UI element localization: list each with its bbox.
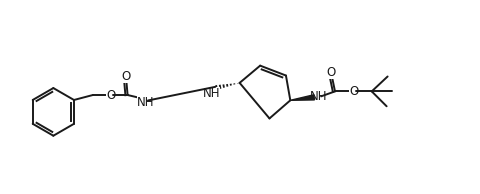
Text: O: O — [326, 66, 336, 79]
Text: O: O — [121, 70, 131, 83]
Text: NH: NH — [310, 90, 327, 103]
Polygon shape — [290, 95, 314, 100]
Text: O: O — [349, 85, 359, 98]
Text: NH: NH — [137, 96, 154, 109]
Text: O: O — [106, 88, 115, 101]
Text: NH: NH — [203, 87, 220, 100]
